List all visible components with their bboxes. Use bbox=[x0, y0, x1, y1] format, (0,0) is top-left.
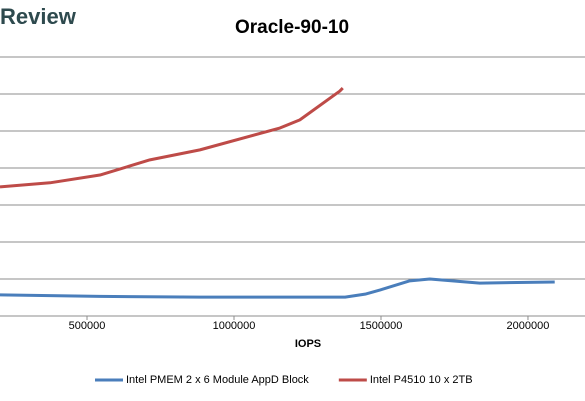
x-tick-label: 1000000 bbox=[213, 320, 256, 332]
x-tick-label: 2000000 bbox=[507, 320, 550, 332]
x-tick-label: 1500000 bbox=[360, 320, 403, 332]
series-line bbox=[0, 87, 344, 189]
x-tick-label: 500000 bbox=[69, 320, 106, 332]
x-axis-label: IOPS bbox=[295, 338, 321, 350]
brand: Review bbox=[0, 4, 77, 29]
legend-label: Intel PMEM 2 x 6 Module AppD Block bbox=[126, 374, 309, 386]
legend-label: Intel P4510 10 x 2TB bbox=[370, 374, 473, 386]
series-line bbox=[0, 277, 555, 299]
chart-title: Oracle-90-10 bbox=[235, 17, 349, 38]
